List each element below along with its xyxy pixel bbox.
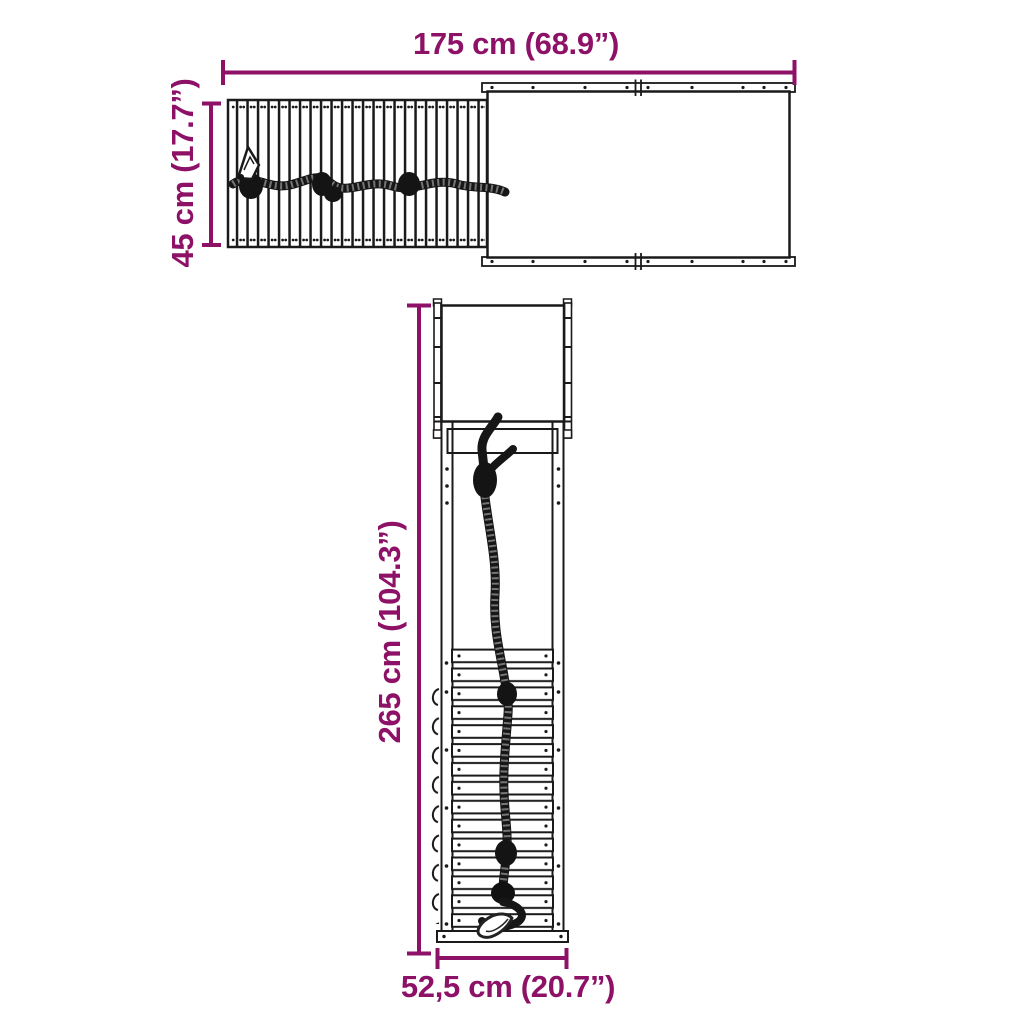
rope-knot (324, 186, 342, 202)
front-view-climbing-rope (473, 412, 526, 939)
rope-knot (497, 682, 517, 706)
top-view-climbing-rope (228, 145, 510, 202)
height-dimension-label: 265 cm (104.3”) (372, 520, 407, 744)
width-dimension-line (221, 60, 797, 85)
dimension-lines (202, 60, 797, 969)
rail-junction-marks (634, 79, 642, 270)
top-view (226, 79, 796, 270)
rope-end-knot (491, 882, 515, 904)
depth-dimension-line (202, 101, 221, 247)
top-view-climbing-wall (226, 98, 489, 249)
rope-knot (398, 172, 420, 196)
front-view (429, 298, 573, 943)
top-view-deck-panel (486, 90, 791, 259)
post-screw-dots (444, 467, 561, 926)
rope-hook (236, 145, 261, 181)
base-dimension-line (435, 948, 569, 969)
height-dimension-line (407, 303, 431, 956)
rope-pulley-knot (473, 462, 497, 498)
base-dimension-label: 52,5 cm (20.7”) (400, 969, 616, 1004)
depth-dimension-label: 45 cm (17.7”) (165, 78, 200, 268)
front-view-cross-beam (446, 428, 559, 454)
front-view-bottom-beam (436, 930, 569, 943)
width-dimension-label: 175 cm (68.9”) (412, 26, 620, 61)
wall-mounting-hooks (429, 684, 441, 924)
rope-knot (495, 840, 517, 866)
rail-screw-dots (490, 85, 788, 264)
front-view-top-box (440, 304, 566, 423)
